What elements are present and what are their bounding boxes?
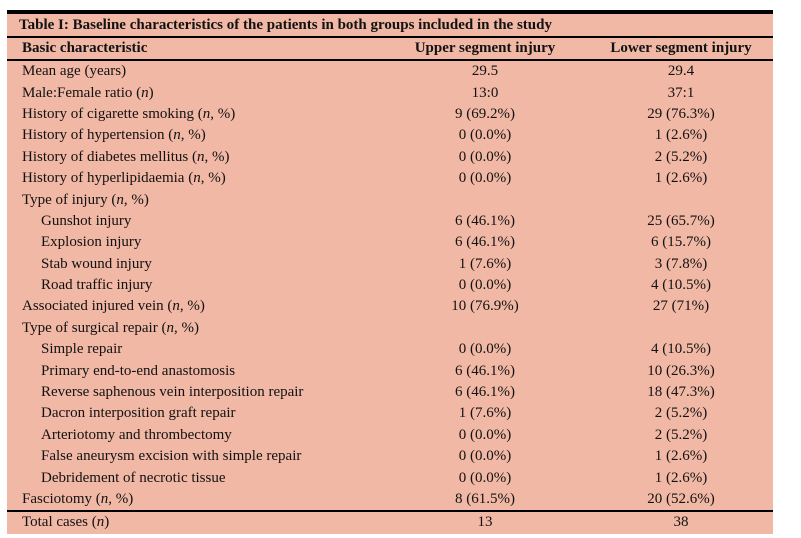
table-row: History of hypertension (n, %) 0 (0.0%) … (7, 125, 773, 146)
table-row: Gunshot injury 6 (46.1%) 25 (65.7%) (7, 211, 773, 232)
cell-lower: 2 (5.2%) (654, 426, 708, 443)
total-row: Total cases (n) 13 38 (7, 510, 773, 534)
table-row: Road traffic injury 0 (0.0%) 4 (10.5%) (7, 275, 773, 296)
cell-upper: 13:0 (471, 84, 499, 101)
cell-lower: 1 (2.6%) (654, 170, 708, 187)
cell-lower: 25 (65.7%) (647, 212, 715, 229)
table-title: Table I: Baseline characteristics of the… (7, 14, 773, 38)
table-row: Dacron interposition graft repair 1 (7.6… (7, 403, 773, 424)
table-row: Debridement of necrotic tissue 0 (0.0%) … (7, 467, 773, 488)
cell-upper: 0 (0.0%) (458, 277, 512, 294)
row-label: Fasciotomy (n, %) (22, 491, 134, 507)
cell-upper: 0 (0.0%) (458, 448, 512, 465)
row-label: History of diabetes mellitus (n, %) (22, 148, 230, 165)
table-row: Simple repair 0 (0.0%) 4 (10.5%) (7, 339, 773, 360)
row-label: Arteriotomy and thrombectomy (41, 426, 232, 443)
row-label: Road traffic injury (41, 277, 153, 294)
table-row: History of diabetes mellitus (n, %) 0 (0… (7, 147, 773, 168)
table-row: Male:Female ratio (n) 13:0 37:1 (7, 82, 773, 103)
total-lower-value: 38 (673, 514, 689, 531)
table-row: History of hyperlipidaemia (n, %) 0 (0.0… (7, 168, 773, 189)
table-row: Arteriotomy and thrombectomy 0 (0.0%) 2 … (7, 425, 773, 446)
table-row: Mean age (years) 29.5 29.4 (7, 61, 773, 82)
row-label: History of cigarette smoking (n, %) (22, 105, 236, 122)
cell-lower: 6 (15.7%) (651, 234, 711, 251)
row-label: Type of surgical repair (n, %) (22, 319, 199, 336)
cell-upper: 0 (0.0%) (458, 469, 512, 486)
table-row: Explosion injury 6 (46.1%) 6 (15.7%) (7, 232, 773, 253)
cell-upper: 6 (46.1%) (455, 212, 515, 229)
column-header-upper-segment-injury: Upper segment injury (414, 40, 556, 56)
cell-upper: 1 (7.6%) (458, 255, 512, 272)
cell-lower: 20 (52.6%) (647, 491, 715, 507)
cell-upper: 29.5 (471, 63, 499, 80)
table-row: Stab wound injury 1 (7.6%) 3 (7.8%) (7, 254, 773, 275)
table-row: Associated injured vein (n, %) 10 (76.9%… (7, 296, 773, 317)
cell-lower: 10 (26.3%) (647, 362, 715, 379)
cell-lower: 27 (71%) (652, 298, 710, 315)
total-row-label: Total cases (n) (22, 514, 110, 531)
row-label: Stab wound injury (41, 255, 152, 272)
row-label: Type of injury (n, %) (22, 191, 149, 208)
table-row: Fasciotomy (n, %) 8 (61.5%) 20 (52.6%) (7, 489, 773, 510)
row-label: Gunshot injury (41, 212, 132, 229)
row-label: Dacron interposition graft repair (41, 405, 236, 422)
cell-upper: 9 (69.2%) (455, 105, 515, 122)
cell-lower: 4 (10.5%) (651, 341, 711, 358)
table-row: Type of injury (n, %) (7, 189, 773, 210)
cell-upper: 6 (46.1%) (455, 384, 515, 401)
cell-lower: 1 (2.6%) (654, 448, 708, 465)
cell-lower: 2 (5.2%) (654, 405, 708, 422)
cell-upper: 0 (0.0%) (458, 341, 512, 358)
cell-upper: 0 (0.0%) (458, 127, 512, 144)
row-label: Mean age (years) (22, 63, 127, 80)
table-row: History of cigarette smoking (n, %) 9 (6… (7, 104, 773, 125)
cell-upper: 8 (61.5%) (455, 491, 515, 507)
row-label: Reverse saphenous vein interposition rep… (41, 384, 304, 401)
row-label: Debridement of necrotic tissue (41, 469, 226, 486)
cell-lower: 1 (2.6%) (654, 127, 708, 144)
total-upper-value: 13 (477, 514, 493, 531)
row-label: Simple repair (41, 341, 123, 358)
table-header-row: Basic characteristic Upper segment injur… (7, 38, 773, 61)
cell-upper: 10 (76.9%) (451, 298, 519, 315)
cell-lower: 37:1 (667, 84, 695, 101)
cell-lower: 29 (76.3%) (647, 105, 715, 122)
cell-lower: 3 (7.8%) (654, 255, 708, 272)
row-label: False aneurysm excision with simple repa… (41, 448, 302, 465)
row-label: Associated injured vein (n, %) (22, 298, 205, 315)
cell-upper: 6 (46.1%) (455, 362, 515, 379)
cell-lower: 29.4 (667, 63, 695, 80)
row-label: History of hyperlipidaemia (n, %) (22, 170, 226, 187)
cell-lower: 1 (2.6%) (654, 469, 708, 486)
row-label: Primary end-to-end anastomosis (41, 362, 236, 379)
cell-lower: 18 (47.3%) (647, 384, 715, 401)
baseline-characteristics-table: Table I: Baseline characteristics of the… (7, 10, 773, 535)
row-label: Male:Female ratio (n) (22, 84, 154, 101)
table-row: False aneurysm excision with simple repa… (7, 446, 773, 467)
cell-lower: 4 (10.5%) (651, 277, 711, 294)
column-header-basic-characteristic: Basic characteristic (22, 40, 148, 56)
cell-lower: 2 (5.2%) (654, 148, 708, 165)
table-row: Primary end-to-end anastomosis 6 (46.1%)… (7, 360, 773, 381)
cell-upper: 1 (7.6%) (458, 405, 512, 422)
table-row: Type of surgical repair (n, %) (7, 318, 773, 339)
cell-upper: 0 (0.0%) (458, 426, 512, 443)
table-row: Reverse saphenous vein interposition rep… (7, 382, 773, 403)
column-header-lower-segment-injury: Lower segment injury (610, 40, 752, 56)
row-label: History of hypertension (n, %) (22, 127, 206, 144)
cell-upper: 6 (46.1%) (455, 234, 515, 251)
row-label: Explosion injury (41, 234, 142, 251)
table-body: Mean age (years) 29.5 29.4 Male:Female r… (7, 61, 773, 510)
cell-upper: 0 (0.0%) (458, 170, 512, 187)
cell-upper: 0 (0.0%) (458, 148, 512, 165)
